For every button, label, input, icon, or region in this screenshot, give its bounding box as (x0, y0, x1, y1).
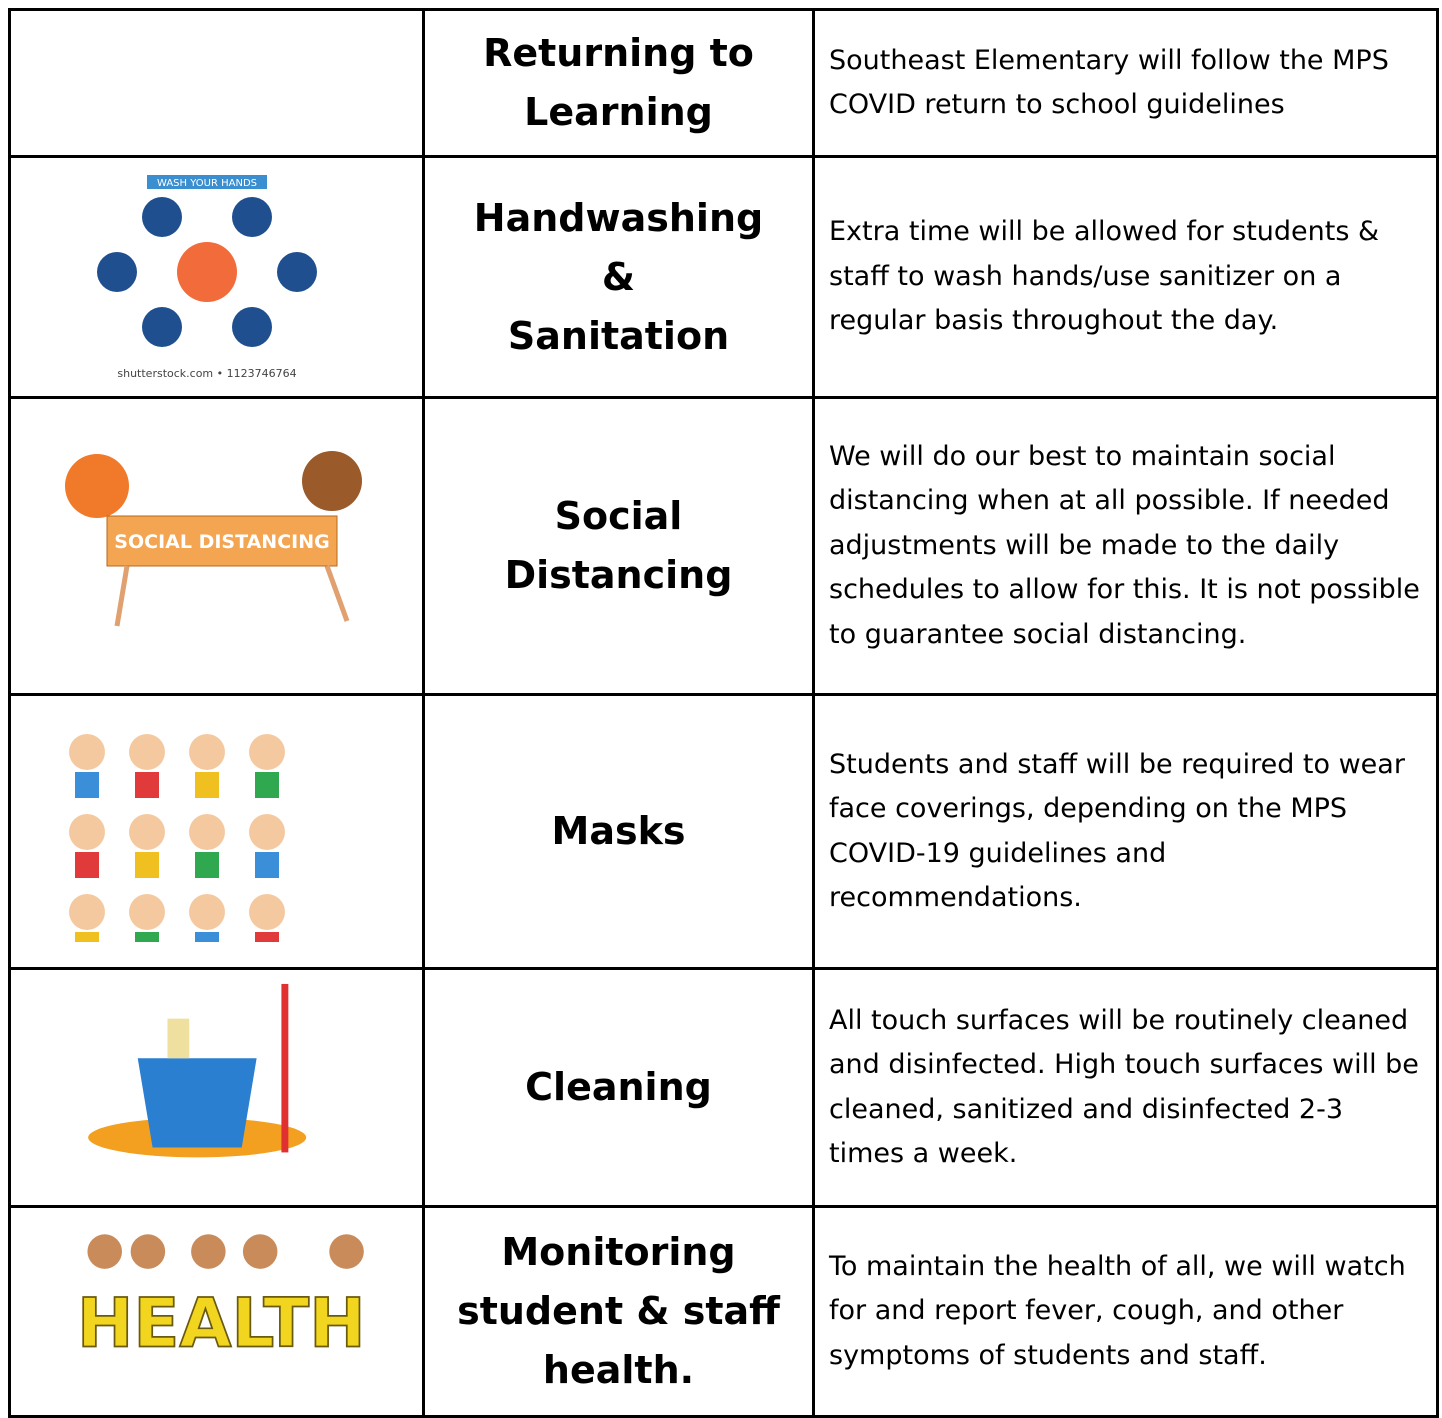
worker (86, 1233, 122, 1269)
mop-handle (280, 983, 288, 1152)
bottle (166, 1018, 189, 1058)
hand-icon (141, 197, 182, 237)
heading-cell: Cleaning (422, 967, 815, 1208)
kid-body (134, 771, 159, 798)
kid-head (68, 733, 105, 770)
sign (106, 515, 337, 567)
heading-line: health. (542, 1348, 695, 1392)
leg (324, 565, 349, 622)
description: Students and staff will be required to w… (812, 693, 1439, 970)
worker (190, 1233, 226, 1269)
heading-line: Sanitation (507, 313, 730, 358)
banner (146, 175, 267, 189)
heading-line: & (601, 254, 636, 299)
kid-body (74, 771, 99, 798)
heading-line: student & staff (457, 1289, 780, 1333)
heading-cell: Handwashing & Sanitation (422, 155, 815, 399)
heading-line: Monitoring (501, 1230, 736, 1274)
kid-body (194, 851, 219, 878)
kid-body (254, 851, 279, 878)
child (301, 451, 362, 511)
kid-head (128, 893, 165, 930)
child-icon (176, 242, 237, 302)
description: To maintain the health of all, we will w… (812, 1205, 1439, 1418)
kid-body (254, 931, 279, 942)
heading-cell: Masks (422, 693, 815, 970)
worker (242, 1233, 277, 1269)
leg (114, 565, 129, 627)
illustration: WASH YOUR HANDS shutterstock.com • 112374… (96, 175, 317, 380)
table-row: SOCIAL DISTANCING Social Distancing We will… (8, 396, 1439, 696)
image-credit: shutterstock.com • 1123746764 (117, 367, 296, 380)
description: Southeast Elementary will follow the MPS… (812, 8, 1439, 158)
description: We will do our best to maintain social d… (812, 396, 1439, 696)
kid-head (128, 733, 165, 770)
description: All touch surfaces will be routinely cle… (812, 967, 1439, 1208)
table-row: WASH YOUR HANDS shutterstock.com • 112374… (8, 155, 1439, 399)
kid-body (194, 771, 219, 798)
image-cell (8, 967, 425, 1208)
health-text: HEALTH (77, 1283, 366, 1362)
kid-head (248, 813, 285, 850)
image-cell (8, 8, 425, 158)
heading-line: Social (554, 494, 683, 538)
heading-cell: Returning to Learning (422, 8, 815, 158)
kid-head (248, 893, 285, 930)
image-cell: WASH YOUR HANDS shutterstock.com • 112374… (8, 155, 425, 399)
worker (130, 1233, 165, 1269)
guidelines-table: Returning to Learning Southeast Elementary… (8, 8, 1439, 1418)
table-row: Masks Students and staff will be required… (8, 693, 1439, 970)
kid-head (128, 813, 165, 850)
heading-cell: Monitoring student & staff health. (422, 1205, 815, 1418)
image-caption: WASH YOUR HANDS (157, 178, 257, 189)
bucket (137, 1057, 257, 1147)
hand-icon (231, 197, 272, 237)
illustration (87, 983, 306, 1157)
kid-head (188, 813, 225, 850)
kid-head (188, 733, 225, 770)
table-body: Returning to Learning Southeast Elementary… (8, 8, 1439, 1418)
kid-body (194, 931, 219, 942)
table-row: Cleaning All touch surfaces will be routi… (8, 967, 1439, 1208)
table-row: HEALTH Monitoring student & staff health. To… (8, 1205, 1439, 1418)
kid-body (134, 851, 159, 878)
kid-head (188, 893, 225, 930)
child (64, 454, 129, 518)
heading-line: Distancing (504, 553, 733, 597)
image-cell: HEALTH (8, 1205, 425, 1418)
image-cell: SOCIAL DISTANCING (8, 396, 425, 696)
kid-head (248, 733, 285, 770)
heading-line: Masks (551, 809, 686, 853)
hand-icon (231, 307, 272, 347)
kid-head (68, 813, 105, 850)
illustration (68, 733, 285, 942)
heading-cell: Social Distancing (422, 396, 815, 696)
kid-head (68, 893, 105, 930)
sign-text: SOCIAL DISTANCING (114, 531, 329, 553)
image-cell (8, 693, 425, 970)
hand-icon (276, 252, 317, 292)
table-row: Returning to Learning Southeast Elementary… (8, 8, 1439, 158)
heading-line: Cleaning (525, 1065, 712, 1109)
hand-icon (96, 252, 137, 292)
description: Extra time will be allowed for students … (812, 155, 1439, 399)
kid-body (74, 851, 99, 878)
kid-body (254, 771, 279, 798)
kid-body (134, 931, 159, 942)
kid-body (74, 931, 99, 942)
worker (328, 1233, 364, 1269)
illustration: SOCIAL DISTANCING (64, 451, 362, 627)
hand-icon (141, 307, 182, 347)
heading-line: Handwashing (473, 195, 764, 240)
heading-line: Learning (524, 90, 713, 134)
illustration: HEALTH (76, 1233, 366, 1363)
heading-line: Returning to (483, 31, 754, 75)
